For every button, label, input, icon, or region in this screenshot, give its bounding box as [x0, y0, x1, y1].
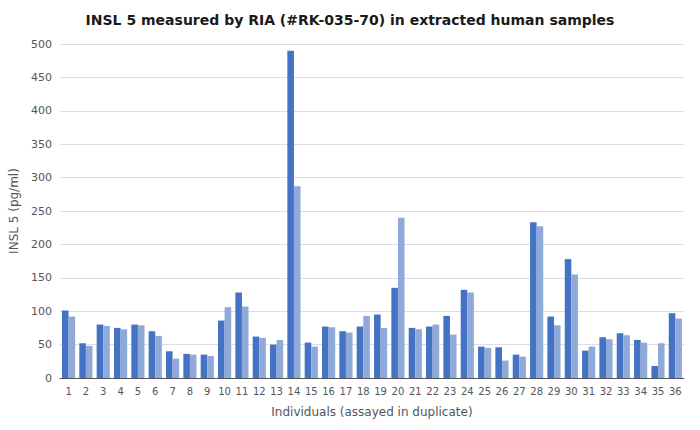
svg-text:34: 34: [634, 386, 647, 397]
svg-text:INSL 5 (pg/ml): INSL 5 (pg/ml): [7, 168, 21, 254]
svg-text:400: 400: [31, 104, 52, 117]
svg-text:35: 35: [652, 386, 665, 397]
svg-text:8: 8: [187, 386, 193, 397]
svg-text:250: 250: [31, 205, 52, 218]
svg-text:INSL 5 measured by RIA (#RK-03: INSL 5 measured by RIA (#RK-035-70) in e…: [86, 12, 615, 28]
svg-text:10: 10: [218, 386, 231, 397]
svg-text:7: 7: [169, 386, 175, 397]
svg-text:4: 4: [117, 386, 123, 397]
svg-text:5: 5: [135, 386, 141, 397]
svg-text:0: 0: [45, 372, 52, 385]
svg-text:17: 17: [340, 386, 353, 397]
svg-text:36: 36: [669, 386, 682, 397]
svg-text:300: 300: [31, 171, 52, 184]
svg-text:200: 200: [31, 238, 52, 251]
svg-text:12: 12: [253, 386, 266, 397]
svg-text:13: 13: [270, 386, 283, 397]
svg-text:1: 1: [65, 386, 71, 397]
svg-text:18: 18: [357, 386, 370, 397]
svg-text:150: 150: [31, 271, 52, 284]
svg-text:19: 19: [374, 386, 387, 397]
svg-text:500: 500: [31, 38, 52, 51]
svg-text:26: 26: [496, 386, 509, 397]
svg-text:28: 28: [530, 386, 543, 397]
svg-text:32: 32: [600, 386, 613, 397]
svg-text:33: 33: [617, 386, 630, 397]
svg-text:31: 31: [582, 386, 595, 397]
svg-text:6: 6: [152, 386, 158, 397]
svg-text:22: 22: [426, 386, 439, 397]
svg-text:50: 50: [38, 338, 52, 351]
svg-text:100: 100: [31, 305, 52, 318]
svg-text:15: 15: [305, 386, 318, 397]
svg-text:11: 11: [236, 386, 249, 397]
svg-text:16: 16: [322, 386, 335, 397]
svg-text:2: 2: [83, 386, 89, 397]
svg-text:20: 20: [392, 386, 405, 397]
svg-text:21: 21: [409, 386, 422, 397]
svg-text:450: 450: [31, 71, 52, 84]
svg-text:24: 24: [461, 386, 474, 397]
svg-text:25: 25: [478, 386, 491, 397]
svg-text:23: 23: [444, 386, 457, 397]
svg-text:27: 27: [513, 386, 526, 397]
svg-text:14: 14: [288, 386, 301, 397]
svg-text:29: 29: [548, 386, 561, 397]
svg-text:30: 30: [565, 386, 578, 397]
svg-text:3: 3: [100, 386, 106, 397]
svg-text:Individuals (assayed in duplic: Individuals (assayed in duplicate): [271, 405, 472, 419]
svg-text:9: 9: [204, 386, 210, 397]
svg-text:350: 350: [31, 138, 52, 151]
